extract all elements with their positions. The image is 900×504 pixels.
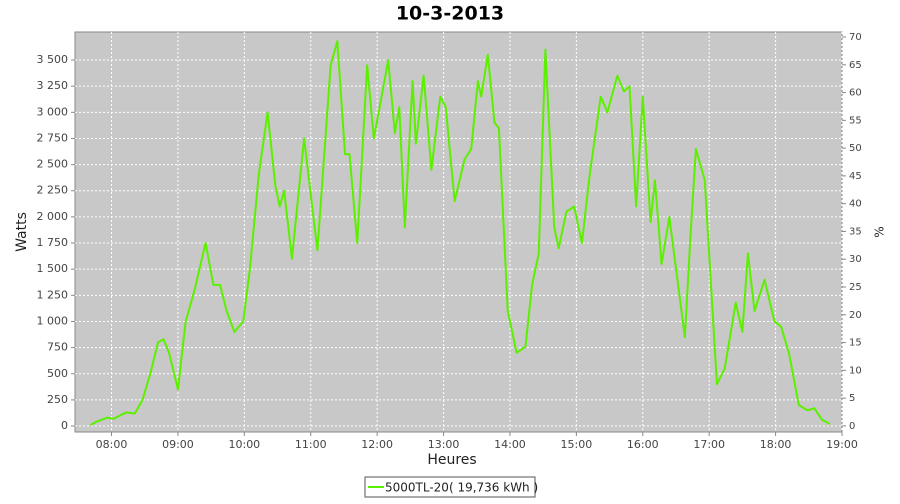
y2-tick-label: 10 bbox=[849, 365, 862, 376]
y2-tick-label: 55 bbox=[849, 115, 862, 126]
x-tick-label: 16:00 bbox=[627, 438, 659, 451]
y-tick-label: 3 500 bbox=[37, 53, 69, 66]
y-axis-label: Watts bbox=[14, 212, 30, 252]
y-tick-label: 2 750 bbox=[37, 131, 69, 144]
y-tick-label: 0 bbox=[61, 419, 68, 432]
x-tick-label: 17:00 bbox=[693, 438, 725, 451]
y-tick-label: 1 750 bbox=[37, 236, 69, 249]
x-tick-label: 18:00 bbox=[760, 438, 792, 451]
y-tick-label: 1 250 bbox=[37, 288, 69, 301]
x-tick-label: 19:00 bbox=[826, 438, 858, 451]
series-line bbox=[89, 40, 831, 426]
y2-tick-label: 15 bbox=[849, 338, 862, 349]
y-tick-label: 3 250 bbox=[37, 79, 69, 92]
y2-tick-label: 50 bbox=[849, 143, 862, 154]
y2-axis-label: % bbox=[873, 226, 887, 237]
y2-tick-label: 20 bbox=[849, 310, 862, 321]
x-tick-label: 12:00 bbox=[361, 438, 393, 451]
y-tick-label: 1 500 bbox=[37, 262, 69, 275]
y2-tick-label: 0 bbox=[849, 421, 855, 432]
y2-tick-label: 70 bbox=[849, 32, 862, 43]
chart-title: 10-3-2013 bbox=[396, 3, 504, 25]
y2-tick-label: 60 bbox=[849, 88, 862, 99]
x-tick-label: 08:00 bbox=[96, 438, 128, 451]
legend-label: 5000TL-20( 19,736 kWh ) bbox=[385, 481, 538, 495]
y2-tick-label: 25 bbox=[849, 282, 862, 293]
y-tick-label: 2 000 bbox=[37, 210, 69, 223]
y-tick-label: 2 250 bbox=[37, 184, 69, 197]
y-tick-label: 500 bbox=[47, 367, 68, 380]
x-tick-label: 09:00 bbox=[162, 438, 194, 451]
x-tick-label: 15:00 bbox=[561, 438, 593, 451]
marks bbox=[89, 40, 831, 426]
y2-tick-label: 65 bbox=[849, 60, 862, 71]
y2-tick-label: 45 bbox=[849, 171, 862, 182]
x-axis-label: Heures bbox=[427, 452, 476, 468]
y2-tick-label: 30 bbox=[849, 254, 862, 265]
x-tick-label: 14:00 bbox=[494, 438, 526, 451]
y2-tick-label: 35 bbox=[849, 226, 862, 237]
y-tick-label: 250 bbox=[47, 393, 68, 406]
y-tick-label: 750 bbox=[47, 341, 68, 354]
y-tick-label: 1 000 bbox=[37, 314, 69, 327]
x-tick-label: 11:00 bbox=[295, 438, 327, 451]
y2-tick-label: 5 bbox=[849, 393, 855, 404]
y-tick-label: 2 500 bbox=[37, 158, 69, 171]
x-tick-label: 13:00 bbox=[428, 438, 460, 451]
y2-tick-label: 40 bbox=[849, 199, 862, 210]
legend bbox=[364, 476, 536, 498]
x-tick-label: 10:00 bbox=[228, 438, 260, 451]
grid bbox=[75, 32, 843, 432]
plot-area bbox=[74, 31, 843, 433]
y-tick-label: 3 000 bbox=[37, 105, 69, 118]
